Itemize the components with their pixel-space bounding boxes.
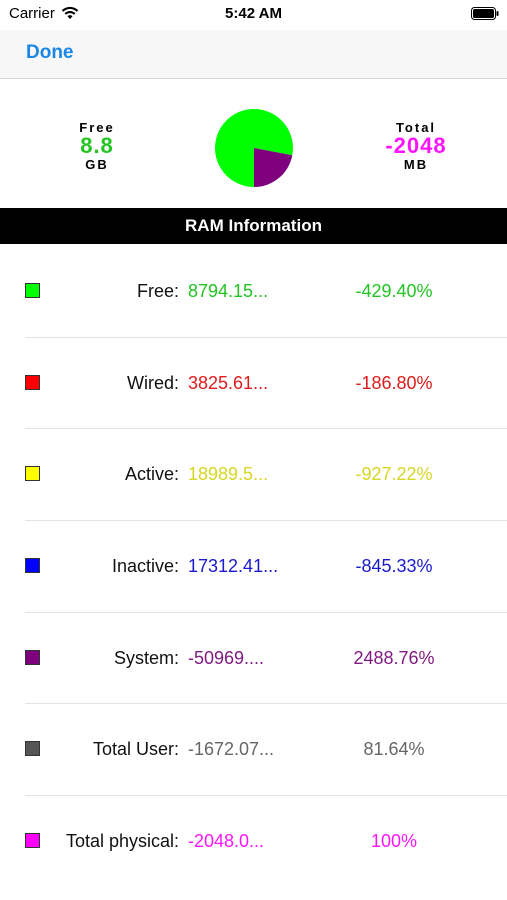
color-swatch	[25, 374, 40, 390]
navigation-bar: Done	[0, 30, 507, 79]
free-summary: Free 8.8 GB	[37, 121, 157, 171]
row-label: System:	[113, 647, 179, 668]
row-label: Total physical:	[65, 831, 179, 852]
row-value: 17312.41...	[188, 556, 279, 577]
row-value: -2048.0...	[188, 831, 265, 852]
free-summary-unit: GB	[85, 157, 109, 172]
row-value: 3825.61...	[188, 372, 269, 393]
row-value: 8794.15...	[188, 281, 269, 301]
color-swatch	[25, 283, 40, 298]
total-summary-label: Total	[395, 120, 437, 135]
row-percent: -845.33%	[355, 556, 433, 577]
row-label: Active:	[124, 464, 179, 485]
row-label: Total User:	[92, 739, 179, 760]
battery-icon	[471, 7, 499, 20]
free-summary-label: Free	[79, 120, 115, 135]
row-percent: -429.40%	[355, 281, 433, 301]
memory-table: Free: 8794.15... -429.40% Wired: 3825.61... -…	[0, 245, 507, 887]
color-swatch	[25, 649, 40, 665]
row-percent: 100%	[370, 831, 418, 852]
row-label: Free:	[136, 281, 179, 301]
color-swatch	[25, 833, 40, 849]
row-value: -1672.07...	[188, 739, 275, 760]
section-header: RAM Information	[0, 208, 507, 244]
table-row[interactable]: Wired: 3825.61... -186.80%	[0, 336, 507, 429]
row-percent: -927.22%	[355, 464, 433, 485]
row-label: Inactive:	[111, 556, 179, 577]
done-button[interactable]: Done	[26, 42, 74, 63]
memory-pie-chart	[215, 109, 293, 187]
free-summary-value: 8.8	[80, 133, 114, 158]
total-summary-unit: MB	[403, 157, 429, 172]
table-row[interactable]: Total User: -1672.07... 81.64%	[0, 703, 507, 795]
color-swatch	[25, 741, 40, 757]
table-row[interactable]: Total physical: -2048.0... 100%	[0, 795, 507, 887]
row-percent: 2488.76%	[353, 647, 435, 668]
row-percent: -186.80%	[355, 372, 433, 393]
wifi-icon	[61, 6, 79, 19]
table-row[interactable]: System: -50969.... 2488.76%	[0, 611, 507, 704]
pie-slice-system	[254, 148, 293, 187]
table-row[interactable]: Inactive: 17312.41... -845.33%	[0, 520, 507, 612]
row-value: -50969....	[188, 647, 265, 668]
memory-summary: Free 8.8 GB Total -2048 MB	[0, 79, 507, 207]
table-row[interactable]: Active: 18989.5... -927.22%	[0, 428, 507, 520]
status-time: 5:42 AM	[225, 5, 282, 22]
total-summary-value: -2048	[385, 133, 447, 158]
table-row[interactable]: Free: 8794.15... -429.40%	[0, 245, 507, 337]
color-swatch	[25, 466, 40, 482]
carrier-label: Carrier	[9, 5, 55, 22]
status-bar: Carrier 5:42 AM	[0, 0, 507, 30]
total-summary: Total -2048 MB	[356, 121, 476, 171]
row-label: Wired:	[126, 372, 179, 393]
row-percent: 81.64%	[363, 739, 425, 760]
row-value: 18989.5...	[188, 464, 269, 485]
color-swatch	[25, 558, 40, 574]
